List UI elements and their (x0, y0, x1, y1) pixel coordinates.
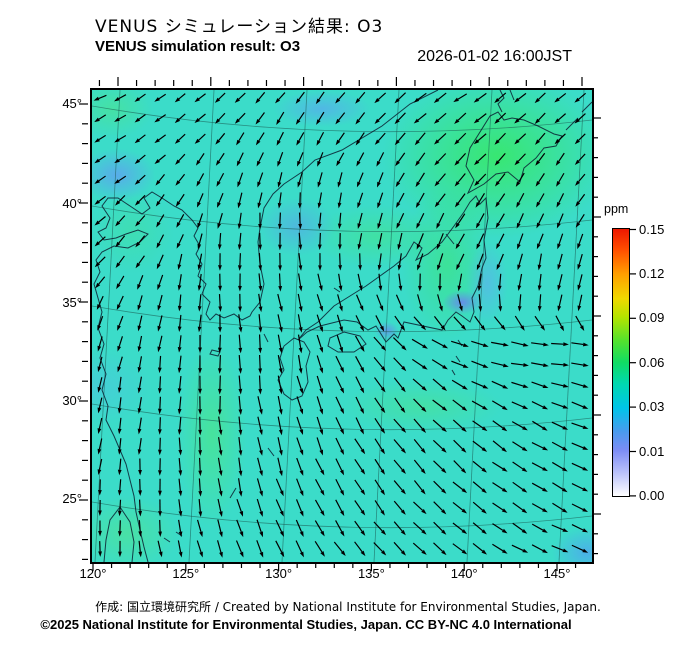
colorbar-tick-label: 0.01 (639, 443, 665, 459)
colorbar-tick-label: 0.12 (639, 265, 665, 281)
footer-credit: 作成: 国立環境研究所 / Created by National Instit… (95, 600, 601, 614)
page-title-english: VENUS simulation result: O3 (95, 38, 301, 55)
footer-copyright: ©2025 National Institute for Environment… (40, 617, 572, 632)
x-tick-label: 145° (543, 566, 571, 581)
x-tick-label: 125° (172, 566, 200, 581)
x-tick-label: 120° (79, 566, 107, 581)
colorbar-tick-label: 0.06 (639, 354, 665, 370)
y-tick-label: 45° (62, 96, 82, 111)
timestamp: 2026-01-02 16:00JST (417, 48, 572, 65)
map-plot (90, 88, 594, 564)
x-tick-label: 140° (450, 566, 478, 581)
colorbar (612, 228, 630, 497)
colorbar-tick-label: 0.03 (639, 399, 665, 415)
colorbar-unit-label: ppm (604, 202, 629, 216)
colorbar-tick-label: 0.00 (639, 487, 665, 503)
y-tick-label: 40° (62, 196, 82, 211)
colorbar-tick-label: 0.09 (639, 310, 665, 326)
page-title-japanese: VENUS シミュレーション結果: O3 (95, 17, 384, 37)
colorbar-tick-label: 0.15 (639, 221, 665, 237)
y-tick-label: 30° (62, 393, 82, 408)
x-tick-label: 135° (357, 566, 385, 581)
y-tick-label: 25° (62, 491, 82, 506)
map-overlay-svg (92, 90, 592, 562)
x-tick-label: 130° (265, 566, 293, 581)
y-tick-label: 35° (62, 295, 82, 310)
